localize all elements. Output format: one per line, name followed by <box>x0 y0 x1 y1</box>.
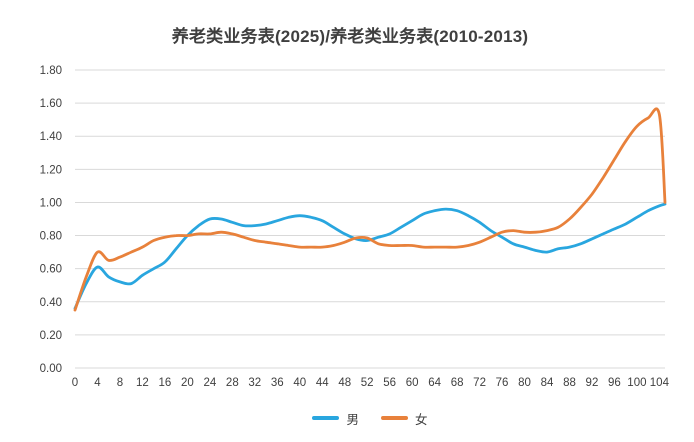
x-axis-tick-label: 20 <box>181 377 194 389</box>
x-axis-tick-label: 96 <box>608 377 621 389</box>
x-axis-tick-label: 4 <box>94 377 101 389</box>
x-axis-tick-label: 56 <box>383 377 396 389</box>
x-axis-tick-label: 76 <box>496 377 509 389</box>
x-axis-tick-label: 52 <box>361 377 374 389</box>
series-line-0 <box>73 202 667 310</box>
x-axis-tick-label: 32 <box>248 377 261 389</box>
x-axis-tick-label: 48 <box>338 377 351 389</box>
legend-item-1: 女 <box>381 409 428 428</box>
y-axis-tick-label: 1.60 <box>40 98 62 110</box>
chart-title: 养老类业务表(2025)/养老类业务表(2010-2013) <box>171 27 529 46</box>
x-axis-tick-label: 72 <box>473 377 486 389</box>
x-axis-tick-label: 16 <box>159 377 172 389</box>
series-line-1 <box>73 107 667 312</box>
x-axis-tick-label: 28 <box>226 377 239 389</box>
legend-line-swatch <box>312 416 340 420</box>
y-axis-tick-label: 1.00 <box>40 197 62 209</box>
chart-legend: 男女 <box>75 406 665 430</box>
x-axis-tick-label: 104 <box>650 377 670 389</box>
y-axis-tick-label: 1.40 <box>40 131 62 143</box>
x-axis-tick-label: 92 <box>586 377 599 389</box>
x-axis-tick-label: 12 <box>136 377 149 389</box>
x-axis-tick-label: 84 <box>541 377 554 389</box>
y-axis-tick-label: 0.20 <box>40 330 62 342</box>
y-axis-tick-label: 0.60 <box>40 264 62 276</box>
x-axis-tick-label: 60 <box>406 377 419 389</box>
x-axis-tick-label: 44 <box>316 377 329 389</box>
x-axis-tick-label: 8 <box>117 377 123 389</box>
x-axis-tick-label: 80 <box>518 377 531 389</box>
legend-label: 女 <box>415 412 428 427</box>
x-axis-tick-label: 64 <box>428 377 441 389</box>
x-axis-tick-label: 24 <box>203 377 216 389</box>
legend-line-swatch <box>381 416 408 420</box>
y-axis-tick-label: 0.80 <box>40 231 62 243</box>
x-axis-tick-label: 100 <box>627 377 646 389</box>
x-axis-tick-label: 0 <box>72 377 78 389</box>
y-axis-tick-label: 1.80 <box>40 65 62 77</box>
y-axis-tick-label: 0.00 <box>40 363 62 375</box>
x-axis-tick-label: 68 <box>451 377 464 389</box>
legend-label: 男 <box>346 412 359 427</box>
y-axis-tick-label: 1.20 <box>40 164 62 176</box>
legend-item-0: 男 <box>312 409 359 428</box>
x-axis-tick-label: 88 <box>563 377 576 389</box>
x-axis-tick-label: 40 <box>293 377 306 389</box>
x-axis-tick-label: 36 <box>271 377 284 389</box>
y-axis-tick-label: 0.40 <box>40 297 62 309</box>
